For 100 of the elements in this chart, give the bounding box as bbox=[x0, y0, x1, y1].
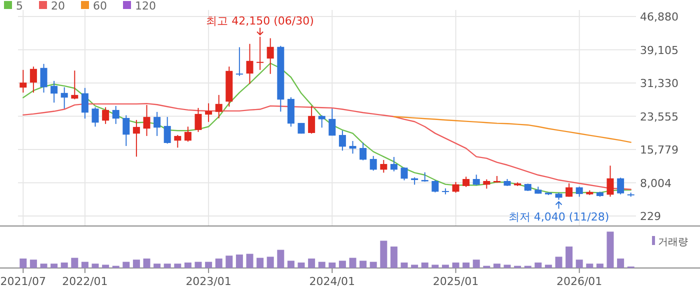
bar bbox=[174, 264, 182, 268]
x-tick-label: 2023/01 bbox=[186, 275, 232, 288]
candlestick bbox=[60, 86, 68, 110]
bar bbox=[184, 262, 192, 268]
candlestick bbox=[102, 106, 110, 124]
bar bbox=[504, 264, 511, 268]
candlestick bbox=[164, 116, 171, 144]
candlestick bbox=[50, 80, 58, 104]
x-tick-label: 2026/01 bbox=[556, 275, 602, 288]
bar bbox=[194, 262, 202, 268]
annotation: 최저 4,040 (11/28) bbox=[508, 210, 610, 224]
candlestick bbox=[400, 166, 408, 181]
bar bbox=[81, 262, 88, 268]
candlestick bbox=[184, 126, 192, 142]
bar bbox=[576, 260, 583, 268]
bar bbox=[606, 232, 614, 268]
candlestick bbox=[452, 181, 460, 194]
bar bbox=[338, 260, 346, 268]
x-tick-label: 2021/07 bbox=[0, 275, 46, 288]
legend-label: 120 bbox=[135, 0, 156, 12]
bar bbox=[360, 260, 367, 268]
bar bbox=[462, 262, 470, 268]
candlestick bbox=[370, 155, 377, 172]
bar bbox=[534, 262, 542, 268]
legend-label: 거래량 bbox=[658, 237, 688, 248]
y-tick-label: 39,105 bbox=[640, 44, 678, 57]
candlestick bbox=[432, 180, 439, 193]
candlestick bbox=[576, 186, 583, 198]
candlestick bbox=[308, 105, 316, 134]
bar bbox=[246, 254, 254, 268]
y-tick-label: 229 bbox=[640, 210, 661, 224]
candlestick bbox=[566, 182, 573, 198]
bar bbox=[544, 264, 552, 268]
candlestick bbox=[143, 104, 150, 136]
bar bbox=[349, 258, 356, 268]
y-tick-label: 31,330 bbox=[640, 77, 678, 90]
bar bbox=[60, 262, 68, 268]
bar bbox=[586, 264, 594, 268]
candlestick bbox=[390, 156, 398, 172]
bar bbox=[555, 256, 562, 268]
bar bbox=[122, 262, 130, 268]
candlestick bbox=[92, 106, 99, 128]
bar bbox=[442, 264, 449, 268]
bar bbox=[421, 262, 428, 268]
bar bbox=[205, 262, 212, 268]
candlestick bbox=[266, 38, 274, 74]
bar bbox=[318, 262, 326, 268]
bar bbox=[493, 264, 500, 268]
candlestick bbox=[380, 160, 388, 174]
legend-label: 60 bbox=[93, 0, 107, 12]
candlestick bbox=[215, 94, 222, 119]
bar bbox=[308, 258, 316, 268]
candlestick bbox=[132, 119, 140, 158]
bar bbox=[154, 264, 161, 268]
x-tick-label: 2022/01 bbox=[62, 275, 108, 288]
candlestick bbox=[349, 140, 356, 154]
candlestick bbox=[81, 87, 88, 120]
bar bbox=[40, 264, 48, 268]
bar bbox=[298, 262, 305, 268]
y-tick-label: 46,880 bbox=[640, 10, 678, 24]
candlestick bbox=[40, 63, 48, 94]
x-tick-label: 2025/01 bbox=[432, 275, 479, 288]
bar bbox=[452, 262, 460, 268]
candlestick bbox=[256, 36, 264, 70]
candlestick bbox=[30, 66, 37, 94]
bar bbox=[164, 264, 171, 268]
bar bbox=[236, 254, 243, 268]
candlestick bbox=[360, 142, 367, 161]
bar bbox=[215, 258, 222, 268]
bar bbox=[256, 258, 264, 268]
legend-label: 5 bbox=[16, 0, 23, 12]
bar bbox=[92, 264, 99, 268]
bar bbox=[472, 260, 480, 268]
candlestick bbox=[318, 114, 326, 128]
bar bbox=[132, 260, 140, 268]
bar bbox=[370, 262, 377, 268]
candlestick bbox=[328, 108, 336, 136]
x-tick-label: 2024/01 bbox=[309, 275, 355, 288]
line-series bbox=[393, 116, 632, 143]
candlestick bbox=[71, 70, 78, 100]
candlestick bbox=[122, 114, 130, 146]
candlestick bbox=[236, 46, 243, 76]
bar bbox=[30, 260, 37, 268]
candlestick bbox=[112, 105, 120, 124]
bar bbox=[102, 264, 110, 268]
legend-label: 20 bbox=[51, 0, 65, 12]
candlestick bbox=[154, 111, 161, 136]
candlestick bbox=[338, 130, 346, 152]
bar bbox=[287, 260, 294, 268]
bar bbox=[380, 240, 388, 268]
bar bbox=[596, 264, 604, 268]
candlestick bbox=[462, 176, 470, 188]
y-tick-label: 23,555 bbox=[640, 110, 678, 124]
bar bbox=[566, 246, 573, 268]
candlestick bbox=[194, 107, 202, 132]
bar bbox=[143, 258, 150, 268]
bar bbox=[390, 246, 398, 268]
bar bbox=[277, 250, 284, 268]
candlestick bbox=[205, 102, 212, 122]
bar bbox=[617, 258, 624, 268]
